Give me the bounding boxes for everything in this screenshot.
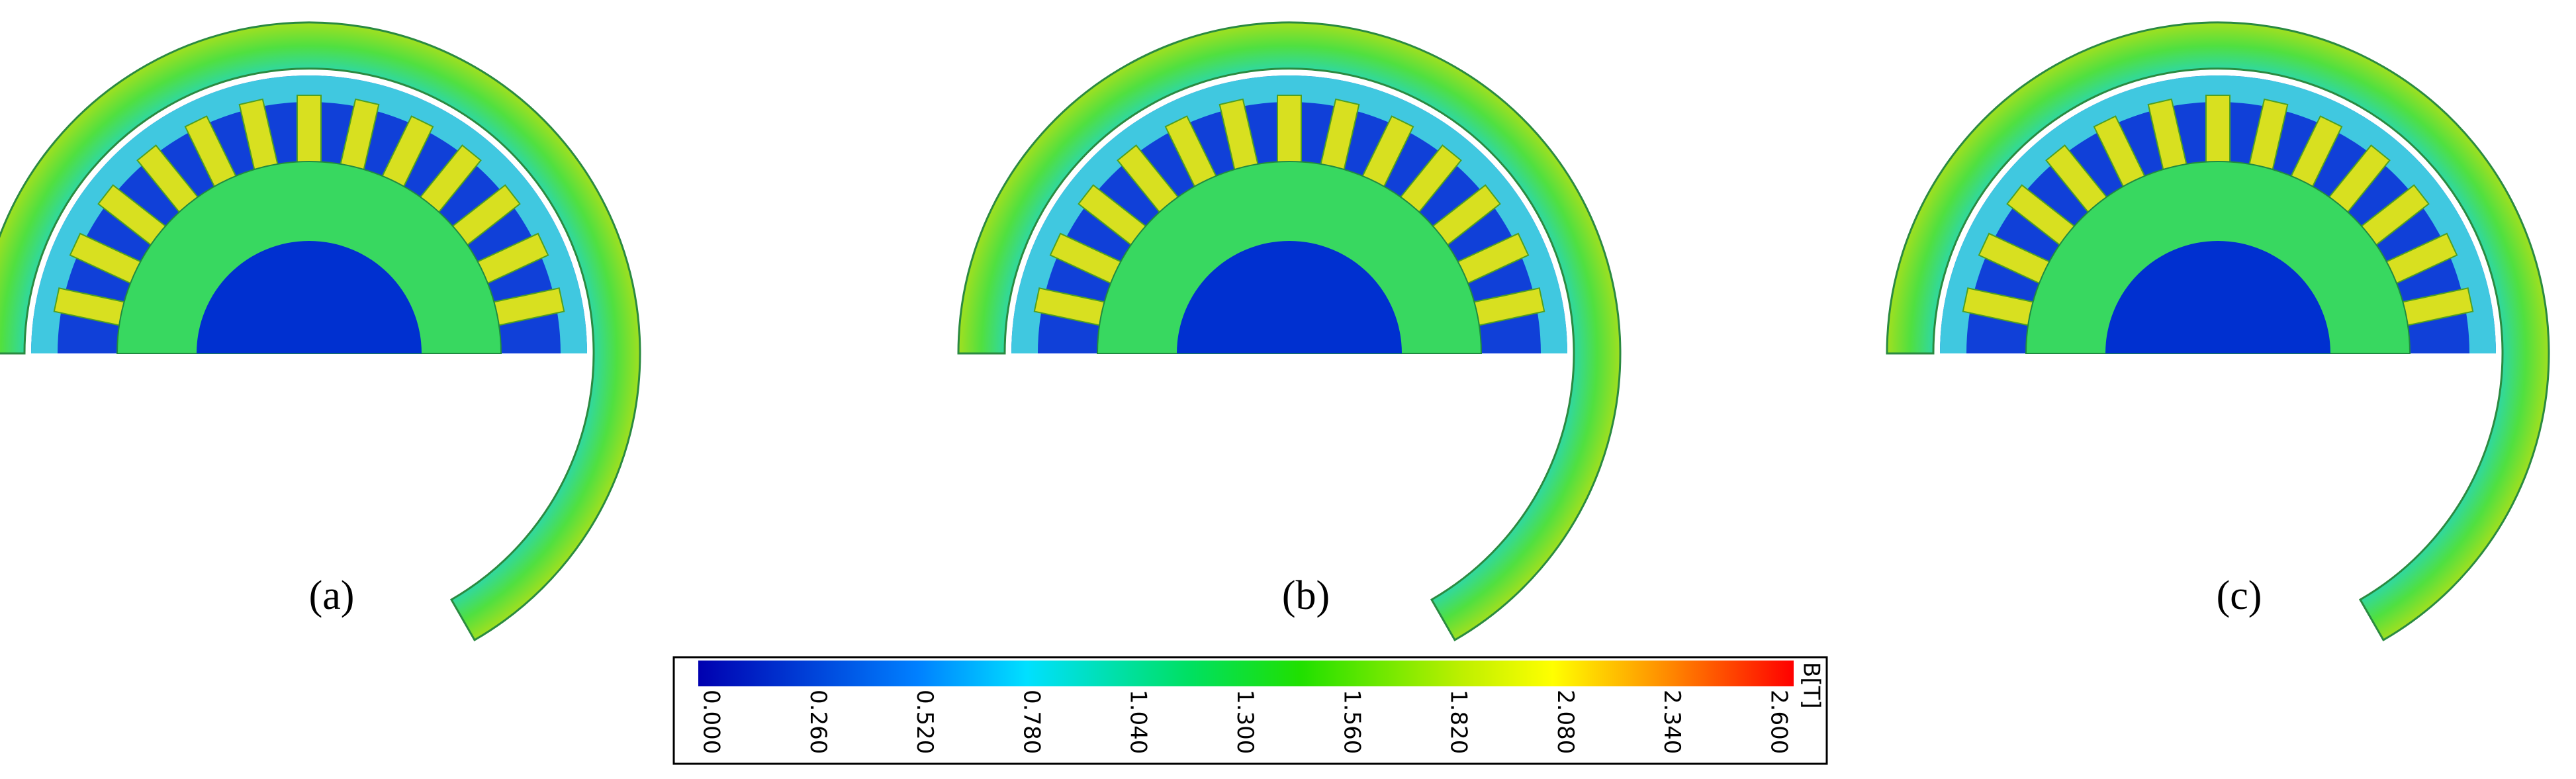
colorbar-tick-label: 1.300 <box>1232 690 1258 754</box>
panel-label: (b) <box>1282 573 1330 618</box>
flux-plot <box>0 21 641 641</box>
colorbar-tick-label: 1.820 <box>1446 690 1472 754</box>
colorbar-unit: B[T] <box>1798 662 1825 709</box>
colorbar-tick-label: 2.600 <box>1766 690 1792 754</box>
flux-plot <box>957 21 1622 641</box>
colorbar-tick-label: 0.520 <box>911 690 938 754</box>
colorbar <box>698 661 1794 686</box>
colorbar-tick-label: 2.080 <box>1552 690 1579 754</box>
colorbar-tick-label: 1.040 <box>1125 690 1152 754</box>
panel-label: (c) <box>2217 573 2262 618</box>
colorbar-tick-label: 0.000 <box>698 690 725 754</box>
panel-label: (a) <box>309 573 355 618</box>
colorbar-tick-label: 0.780 <box>1018 690 1044 754</box>
colorbar-tick-label: 0.260 <box>805 690 831 754</box>
colorbar-tick-label: 2.340 <box>1659 690 1685 754</box>
colorbar-tick-label: 1.560 <box>1338 690 1365 754</box>
flux-plot <box>1886 21 2550 641</box>
